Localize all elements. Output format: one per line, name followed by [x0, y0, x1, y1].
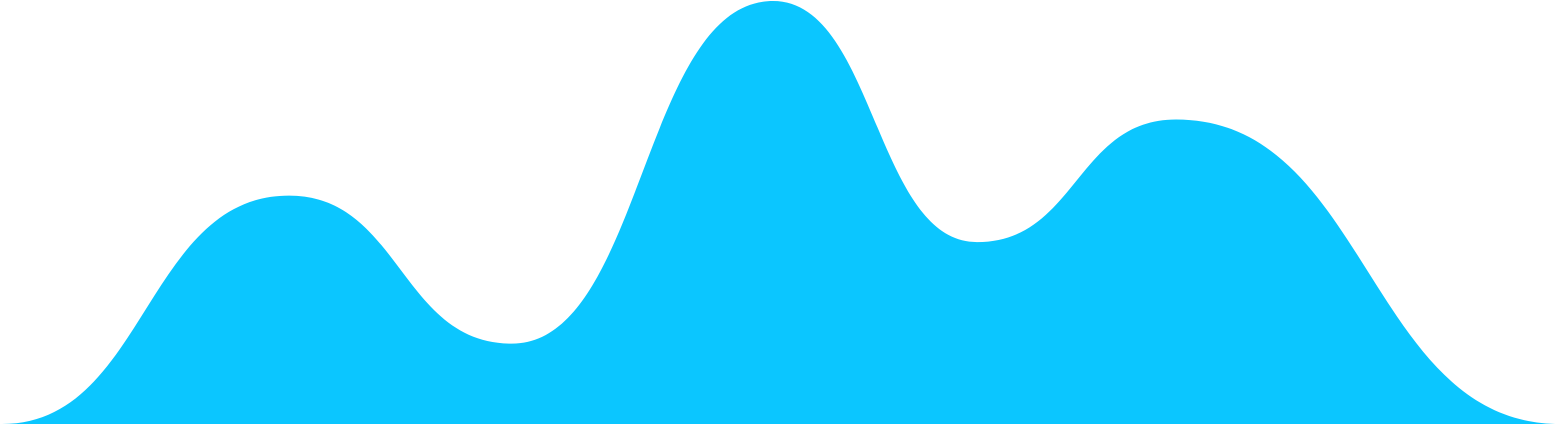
- area-series-wave: [2, 1, 1563, 424]
- area-chart-svg: [2, 1, 1563, 424]
- area-chart: [2, 1, 1563, 424]
